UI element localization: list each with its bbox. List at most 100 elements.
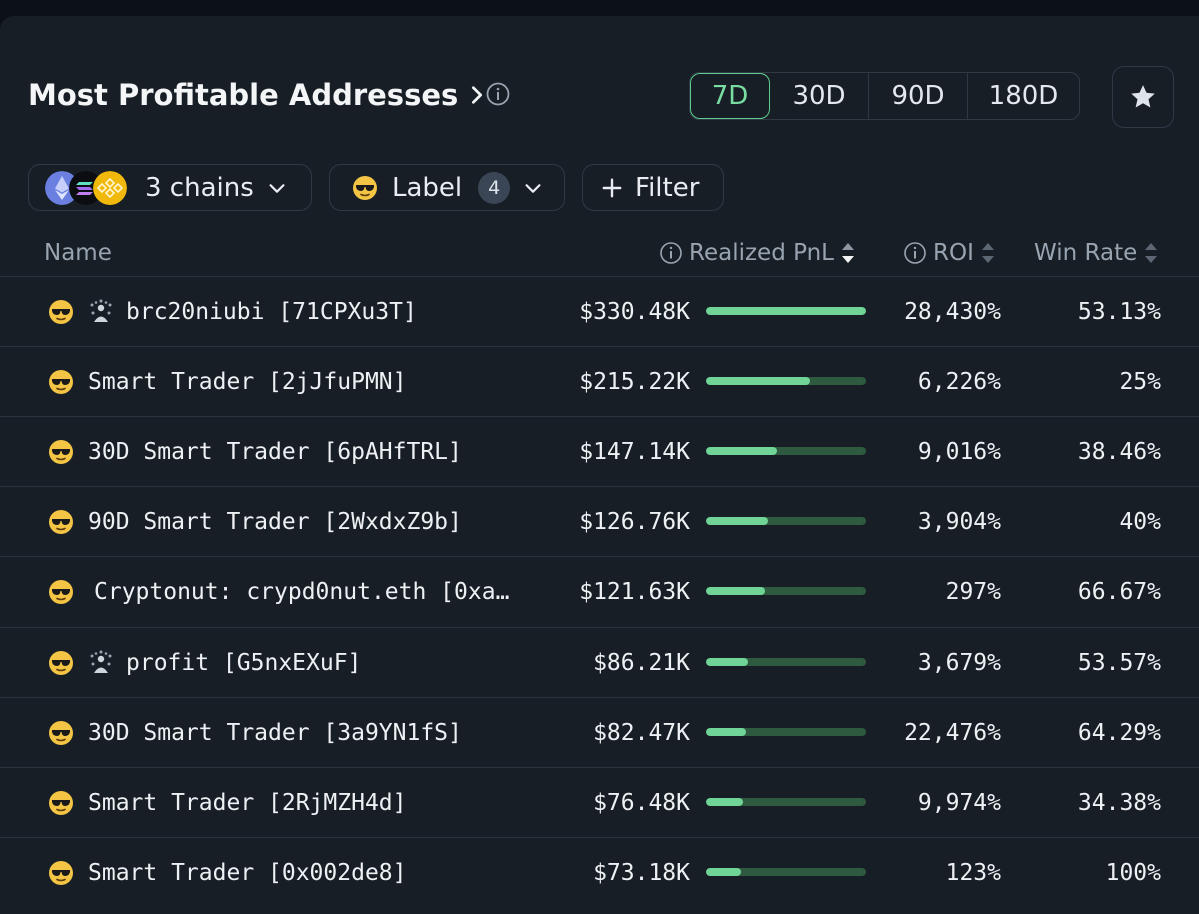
sunglasses-emoji-icon (49, 509, 73, 534)
table-row[interactable]: 90D Smart Trader [2WxdxZ9b] $126.76K 3,9… (0, 486, 1199, 556)
roi-value: 22,476% (904, 719, 1001, 746)
address-name-cell[interactable]: Cryptonut: crypd0nut.eth [0xa… (48, 557, 538, 626)
pnl-bar (706, 377, 866, 385)
win-rate-value: 66.67% (1077, 578, 1161, 605)
info-icon[interactable] (659, 241, 683, 265)
realized-pnl-value: $121.63K (579, 578, 690, 605)
column-header-pnl[interactable]: Realized PnL (659, 240, 856, 266)
address-name[interactable]: brc20niubi [71CPXu3T] (126, 298, 417, 325)
label-filter-label: Label (392, 172, 463, 203)
table-row[interactable]: brc20niubi [71CPXu3T] $330.48K 28,430% 5… (0, 276, 1199, 346)
plus-icon (602, 178, 622, 197)
pnl-bar (706, 587, 866, 595)
pnl-bar (706, 517, 866, 525)
pnl-bar-fill (706, 868, 742, 876)
roi-value: 3,679% (917, 649, 1001, 676)
table-row[interactable]: Smart Trader [2jJfuPMN] $215.22K 6,226% … (0, 346, 1199, 416)
table-row[interactable]: profit [G5nxEXuF] $86.21K 3,679% 53.57% (0, 627, 1199, 697)
win-rate-value: 100% (1105, 859, 1161, 886)
sort-icon[interactable] (840, 240, 856, 266)
table-row[interactable]: 30D Smart Trader [3a9YN1fS] $82.47K 22,4… (0, 697, 1199, 767)
address-name[interactable]: Cryptonut: crypd0nut.eth [0xa… (94, 578, 510, 605)
chains-filter-button[interactable]: 3 chains (28, 164, 312, 211)
timeframe-selector: 7D 30D 90D 180D (689, 72, 1080, 120)
sunglasses-emoji-icon (49, 369, 73, 394)
pnl-bar (706, 798, 866, 806)
address-name-cell[interactable]: Smart Trader [2jJfuPMN] (48, 347, 538, 416)
win-rate-value: 38.46% (1077, 438, 1161, 465)
roi-value: 123% (945, 859, 1001, 886)
realized-pnl-value: $86.21K (593, 649, 690, 676)
win-rate-value: 64.29% (1077, 719, 1161, 746)
column-header-name: Name (44, 240, 112, 266)
address-name[interactable]: 90D Smart Trader [2WxdxZ9b] (88, 508, 462, 535)
add-filter-button[interactable]: Filter (582, 164, 724, 211)
pnl-bar-fill (706, 798, 743, 806)
star-icon (1131, 85, 1155, 108)
favorite-button[interactable] (1112, 66, 1174, 128)
column-header-roi[interactable]: ROI (903, 240, 996, 266)
info-icon[interactable] (903, 241, 927, 265)
win-rate-value: 25% (1119, 368, 1161, 395)
timeframe-7d-button[interactable]: 7D (690, 73, 770, 119)
chevron-down-icon (525, 183, 541, 193)
sunglasses-emoji-icon (49, 790, 73, 815)
table-row[interactable]: Smart Trader [2RjMZH4d] $76.48K 9,974% 3… (0, 767, 1199, 837)
realized-pnl-value: $82.47K (593, 719, 690, 746)
address-name[interactable]: 30D Smart Trader [3a9YN1fS] (88, 719, 462, 746)
address-name[interactable]: Smart Trader [2RjMZH4d] (88, 789, 407, 816)
roi-value: 28,430% (904, 298, 1001, 325)
pnl-bar (706, 658, 866, 666)
pnl-bar (706, 307, 866, 315)
solana-icon (69, 170, 103, 205)
chains-filter-label: 3 chains (145, 172, 254, 203)
sort-icon[interactable] (980, 240, 996, 266)
chevron-right-icon (472, 86, 483, 104)
address-name-cell[interactable]: Smart Trader [2RjMZH4d] (48, 768, 538, 837)
realized-pnl-value: $147.14K (579, 438, 690, 465)
address-name-cell[interactable]: 30D Smart Trader [3a9YN1fS] (48, 698, 538, 767)
roi-value: 297% (945, 578, 1001, 605)
table-row[interactable]: Smart Trader [0x002de8] $73.18K 123% 100… (0, 837, 1199, 907)
address-name-cell[interactable]: brc20niubi [71CPXu3T] (48, 277, 538, 346)
table-row[interactable]: Cryptonut: crypd0nut.eth [0xa… $121.63K … (0, 556, 1199, 626)
chain-icons (45, 170, 131, 205)
address-name-cell[interactable]: profit [G5nxEXuF] (48, 628, 538, 697)
realized-pnl-value: $126.76K (579, 508, 690, 535)
info-icon[interactable] (486, 82, 510, 106)
address-name[interactable]: 30D Smart Trader [6pAHfTRL] (88, 438, 462, 465)
realized-pnl-value: $330.48K (579, 298, 690, 325)
pnl-bar-fill (706, 377, 810, 385)
pnl-bar-fill (706, 728, 746, 736)
address-name[interactable]: Smart Trader [0x002de8] (88, 859, 407, 886)
label-filter-button[interactable]: Label 4 (329, 164, 565, 211)
sunglasses-emoji-icon (49, 650, 73, 675)
timeframe-180d-button[interactable]: 180D (988, 81, 1059, 111)
sunglasses-emoji-icon (49, 860, 73, 885)
pnl-bar (706, 447, 866, 455)
pnl-bar-fill (706, 307, 866, 315)
sunglasses-emoji-icon (49, 720, 73, 745)
win-rate-value: 53.13% (1077, 298, 1161, 325)
address-name-cell[interactable]: 90D Smart Trader [2WxdxZ9b] (48, 487, 538, 556)
roi-value: 6,226% (917, 368, 1001, 395)
address-name[interactable]: profit [G5nxEXuF] (126, 649, 362, 676)
timeframe-30d-button[interactable]: 30D (770, 73, 869, 119)
address-name[interactable]: Smart Trader [2jJfuPMN] (88, 368, 407, 395)
column-header-win-rate[interactable]: Win Rate (1034, 240, 1159, 266)
address-name-cell[interactable]: Smart Trader [0x002de8] (48, 838, 538, 907)
column-name-label: Name (44, 240, 112, 266)
sunglasses-emoji-icon (49, 579, 73, 604)
timeframe-90d-button[interactable]: 90D (869, 73, 968, 119)
win-rate-value: 53.57% (1077, 649, 1161, 676)
realized-pnl-value: $215.22K (579, 368, 690, 395)
table-row[interactable]: 30D Smart Trader [6pAHfTRL] $147.14K 9,0… (0, 416, 1199, 486)
profitable-addresses-panel: Most Profitable Addresses 7D 30D 90D 180… (0, 16, 1199, 914)
address-name-cell[interactable]: 30D Smart Trader [6pAHfTRL] (48, 417, 538, 486)
sunglasses-emoji-icon (353, 175, 377, 200)
panel-title-link[interactable]: Most Profitable Addresses (28, 78, 488, 112)
pnl-bar-fill (706, 587, 766, 595)
sort-icon[interactable] (1143, 240, 1159, 266)
label-count-badge: 4 (478, 171, 511, 204)
win-rate-value: 40% (1119, 508, 1161, 535)
